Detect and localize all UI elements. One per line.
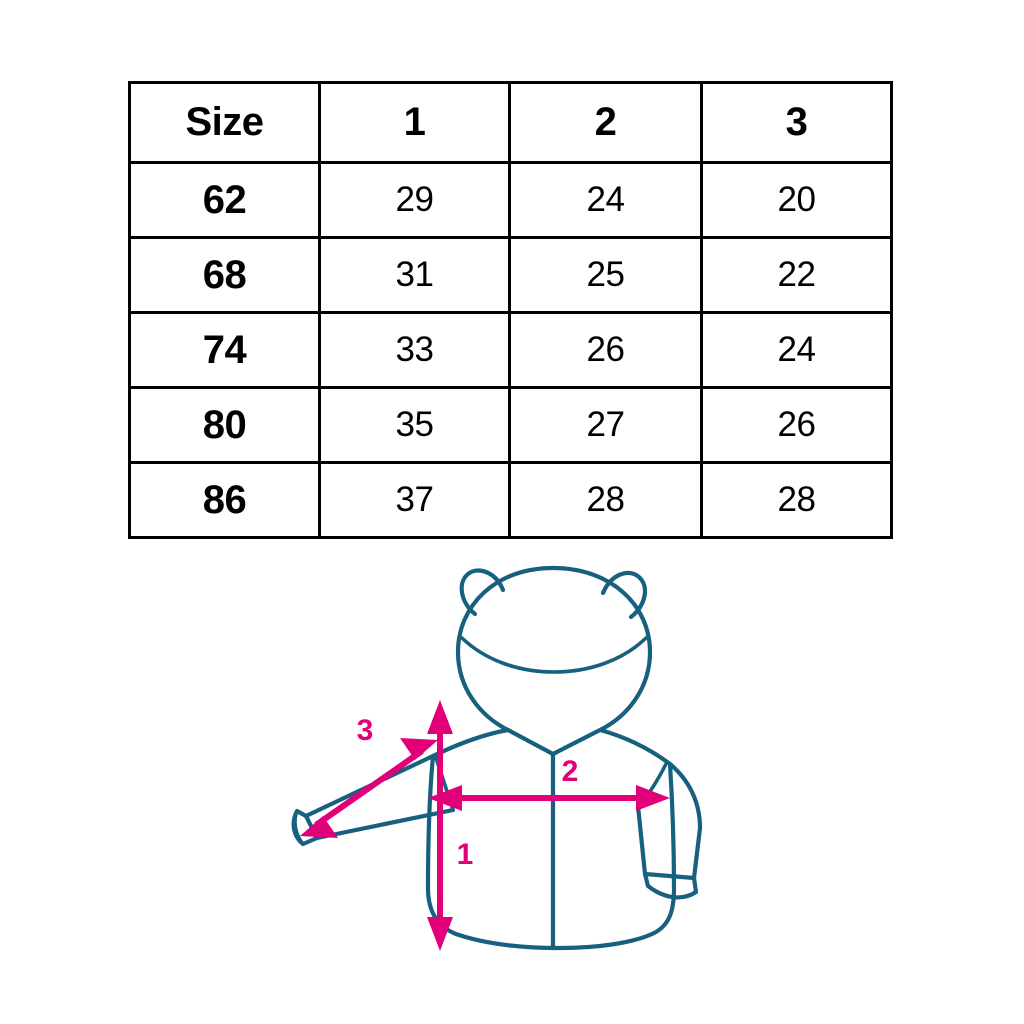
table-row: 68 31 25 22 <box>128 236 893 314</box>
table-row: 62 29 24 20 <box>128 161 893 239</box>
header-cell-1: 1 <box>318 81 511 164</box>
cell-size: 86 <box>128 461 321 539</box>
cell-measure-3: 22 <box>700 236 893 314</box>
measure-1-label: 1 <box>457 838 474 871</box>
measure-2-arrowhead-right <box>636 785 670 811</box>
measure-2-label: 2 <box>562 755 579 788</box>
measure-3-sleeve: 3 <box>300 714 438 838</box>
right-sleeve-outline <box>635 761 703 881</box>
measure-3-arrowhead-upper <box>400 738 438 760</box>
table-header-row: Size 1 2 3 <box>128 81 893 164</box>
cell-measure-3: 20 <box>700 161 893 239</box>
cell-size: 68 <box>128 236 321 314</box>
cell-measure-2: 26 <box>508 311 703 389</box>
measure-1-arrowhead-top <box>427 700 453 734</box>
cell-measure-2: 24 <box>508 161 703 239</box>
measure-2-arrowhead-left <box>428 785 462 811</box>
size-table: Size 1 2 3 62 29 24 20 68 31 25 22 74 33 <box>128 81 893 539</box>
left-cuff-outline <box>291 808 320 847</box>
front-neckline <box>506 728 602 756</box>
cell-size: 80 <box>128 386 321 464</box>
header-cell-3: 3 <box>700 81 893 164</box>
jacket-diagram: 1 2 3 <box>270 548 760 968</box>
hood-ear-left-icon <box>459 568 506 617</box>
size-table-container: Size 1 2 3 62 29 24 20 68 31 25 22 74 33 <box>128 81 893 539</box>
cell-size: 74 <box>128 311 321 389</box>
cell-measure-2: 25 <box>508 236 703 314</box>
cell-measure-3: 24 <box>700 311 893 389</box>
hood-brim-line <box>460 636 648 674</box>
header-cell-2: 2 <box>508 81 703 164</box>
jacket-body-outline <box>425 753 677 951</box>
cell-size: 62 <box>128 161 321 239</box>
table-row: 80 35 27 26 <box>128 386 893 464</box>
cell-measure-2: 28 <box>508 461 703 539</box>
right-shoulder-seam <box>597 727 673 767</box>
cell-measure-1: 35 <box>318 386 511 464</box>
hood-ear-right-icon <box>600 570 648 620</box>
measure-1-arrowhead-bottom <box>427 917 453 951</box>
table-row: 86 37 28 28 <box>128 461 893 539</box>
cell-measure-1: 31 <box>318 236 511 314</box>
cell-measure-2: 27 <box>508 386 703 464</box>
table-row: 74 33 26 24 <box>128 311 893 389</box>
measure-1-length: 1 <box>427 700 473 951</box>
cell-measure-1: 29 <box>318 161 511 239</box>
cell-measure-3: 26 <box>700 386 893 464</box>
hood-outline <box>455 565 653 757</box>
measure-3-arrowhead-lower <box>300 816 338 838</box>
measure-2-chest: 2 <box>428 755 670 811</box>
cell-measure-3: 28 <box>700 461 893 539</box>
header-cell-size: Size <box>128 81 321 164</box>
cell-measure-1: 37 <box>318 461 511 539</box>
measure-3-label: 3 <box>357 714 374 747</box>
measure-3-line <box>314 748 424 828</box>
cell-measure-1: 33 <box>318 311 511 389</box>
